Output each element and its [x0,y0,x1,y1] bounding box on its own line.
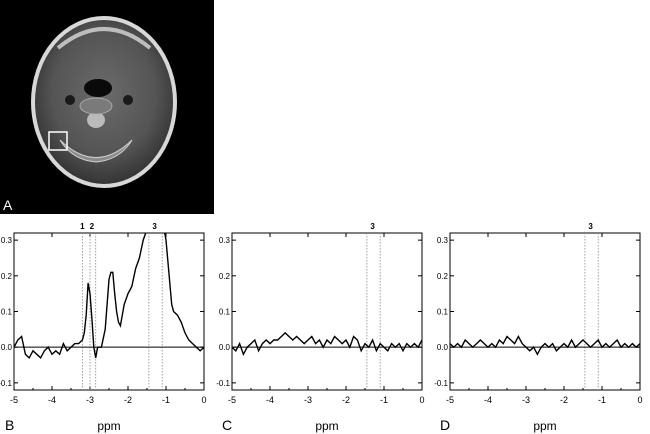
y-tick-label: 0.0 [219,343,231,352]
x-tick-label: -2 [342,395,350,405]
x-tick-label: 0 [419,395,424,405]
x-tick-label: 0 [201,395,206,405]
spectrum-line [14,233,204,360]
y-tick-label: 0.2 [219,272,231,281]
y-tick-label: 0.3 [437,236,449,245]
vertebral-body [79,97,113,115]
y-tick-label: 0.2 [1,272,13,281]
y-tick-label: 0.1 [1,308,13,317]
x-tick-label: -1 [598,395,606,405]
vessel-left [65,95,75,105]
y-tick-label: 0.1 [219,308,231,317]
vessel-right [123,95,133,105]
spectrum-line [450,335,640,356]
y-tick-label: -0.1 [0,379,13,388]
mandible [56,27,152,50]
mri-axial-image [0,0,214,214]
spectrum-line [232,331,422,357]
x-tick-label: -5 [228,395,236,405]
x-tick-label: -1 [162,395,170,405]
airway [84,79,112,97]
peak-label: 3 [370,222,375,231]
spectrum-panel-b: -5 -4 -3 -2 -1 0 -0.1 0.0 0.1 0.2 0.3 12 3 ppm [0,222,207,433]
x-axis-label: ppm [97,419,120,433]
peak-label: 3 [152,222,157,231]
panel-label-b: B [5,417,14,433]
x-axis-label: ppm [533,419,556,433]
roi-box [48,131,68,151]
y-tick-label: 0.3 [1,236,13,245]
posterior-muscles [59,139,133,163]
panel-label-d: D [440,417,450,433]
panel-label-c: C [222,417,232,433]
y-tick-label: 0.1 [437,308,449,317]
peak-label: 2 [90,222,95,231]
y-tick-label: -0.1 [216,379,230,388]
x-axis-label: ppm [315,419,338,433]
y-tick-label: 0.2 [437,272,449,281]
x-tick-label: 0 [637,395,642,405]
x-tick-label: -3 [522,395,530,405]
y-tick-label: 0.3 [219,236,231,245]
y-tick-label: -0.1 [434,379,448,388]
y-tick-label: 0.0 [1,343,13,352]
x-tick-label: -2 [560,395,568,405]
x-tick-label: -5 [446,395,454,405]
x-tick-label: -1 [380,395,388,405]
y-tick-label: 0.0 [437,343,449,352]
peak-label: 3 [588,222,593,231]
x-tick-label: -4 [266,395,274,405]
mri-neck-cross-section [31,16,177,188]
x-tick-label: -3 [86,395,94,405]
panel-label-a: A [3,197,13,213]
spectrum-panel-c: -5 -4 -3 -2 -1 0 -0.1 0.0 0.1 0.2 0.3 3 ppm [216,222,424,433]
plot-frame [231,232,423,391]
plot-frame [449,232,641,391]
plot-frame [13,232,205,391]
peak-label: 1 [80,222,85,231]
x-tick-label: -3 [304,395,312,405]
x-tick-label: -5 [10,395,18,405]
spinal-canal [87,112,105,128]
spectrum-panel-d: -5 -4 -3 -2 -1 0 -0.1 0.0 0.1 0.2 0.3 3 ppm [434,222,642,433]
x-tick-label: -4 [48,395,56,405]
x-tick-label: -4 [484,395,492,405]
x-tick-label: -2 [124,395,132,405]
